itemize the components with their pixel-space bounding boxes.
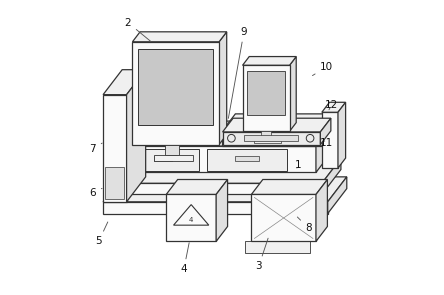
Text: 8: 8 <box>297 217 312 233</box>
Polygon shape <box>316 179 327 241</box>
Polygon shape <box>219 32 227 145</box>
Polygon shape <box>316 121 335 173</box>
Polygon shape <box>139 49 213 125</box>
Polygon shape <box>222 131 325 146</box>
Polygon shape <box>166 179 228 194</box>
Polygon shape <box>235 156 259 161</box>
Polygon shape <box>155 156 172 161</box>
Polygon shape <box>166 194 216 241</box>
Text: 9: 9 <box>228 27 247 118</box>
Polygon shape <box>103 95 127 202</box>
Polygon shape <box>244 135 298 141</box>
Polygon shape <box>325 114 338 146</box>
Polygon shape <box>222 118 331 132</box>
Polygon shape <box>115 121 335 146</box>
Polygon shape <box>338 102 345 168</box>
Polygon shape <box>246 241 310 253</box>
Polygon shape <box>321 118 331 145</box>
Polygon shape <box>132 32 227 42</box>
Polygon shape <box>222 132 321 145</box>
Polygon shape <box>251 194 316 241</box>
Text: 4: 4 <box>189 217 193 223</box>
Text: 7: 7 <box>90 143 102 154</box>
Polygon shape <box>127 70 146 202</box>
Text: 1: 1 <box>295 160 301 170</box>
Polygon shape <box>115 146 316 173</box>
Polygon shape <box>328 177 347 214</box>
Text: 4: 4 <box>181 243 189 274</box>
Polygon shape <box>222 114 338 131</box>
Polygon shape <box>242 57 296 65</box>
Polygon shape <box>322 112 338 168</box>
Polygon shape <box>247 71 285 115</box>
Text: 12: 12 <box>325 100 338 110</box>
Polygon shape <box>103 202 328 214</box>
Polygon shape <box>261 131 271 139</box>
Polygon shape <box>289 57 296 131</box>
Polygon shape <box>105 167 124 199</box>
Text: 2: 2 <box>125 18 151 42</box>
Polygon shape <box>103 70 146 95</box>
Text: 3: 3 <box>255 238 268 271</box>
Text: 10: 10 <box>313 62 333 76</box>
Polygon shape <box>103 177 347 202</box>
Polygon shape <box>322 158 341 194</box>
Polygon shape <box>165 145 179 155</box>
Text: 6: 6 <box>90 188 102 198</box>
Polygon shape <box>254 139 281 142</box>
Polygon shape <box>251 179 327 194</box>
Polygon shape <box>242 65 289 131</box>
Polygon shape <box>132 42 219 145</box>
Polygon shape <box>207 149 286 171</box>
Polygon shape <box>322 102 345 112</box>
Text: 5: 5 <box>95 222 108 246</box>
Polygon shape <box>216 179 228 241</box>
Polygon shape <box>130 149 198 171</box>
Polygon shape <box>109 158 341 183</box>
Polygon shape <box>155 155 193 161</box>
Polygon shape <box>109 183 322 194</box>
Text: 11: 11 <box>320 138 333 148</box>
